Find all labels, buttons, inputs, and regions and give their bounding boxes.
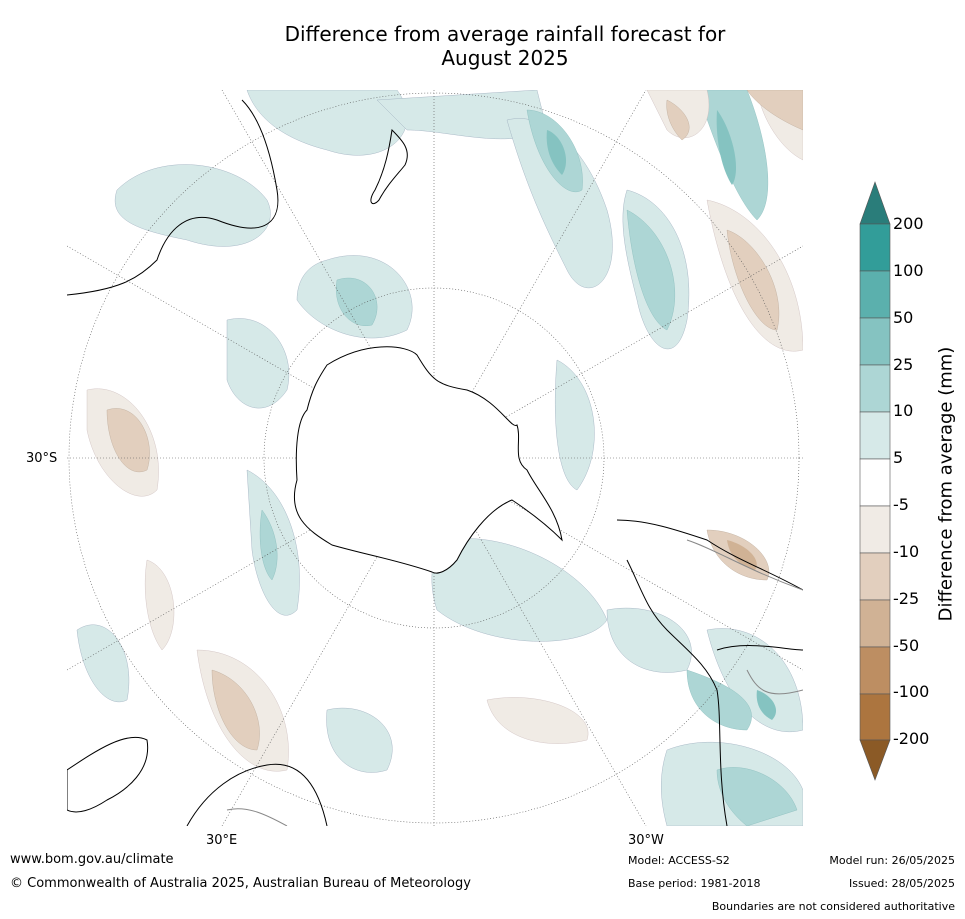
colorbar-tick-label: 50: [893, 308, 914, 327]
longitude-east-label: 30°E: [206, 833, 238, 848]
colorbar-band-10-25: [859, 364, 891, 413]
colorbar-band-25-50: [859, 317, 891, 366]
australia-coastline: [67, 99, 279, 296]
colorbar-tick-label: -25: [893, 589, 920, 608]
colorbar-band-100-200: [859, 223, 891, 272]
polar-rainfall-map: [67, 90, 803, 826]
colorbar-band-50-100: [859, 270, 891, 319]
colorbar-tick-label: -10: [893, 542, 920, 561]
colorbar: [859, 181, 891, 781]
latitude-label: 30°S: [26, 451, 58, 466]
colorbar-under-triangle: [859, 739, 891, 781]
colorbar-band-5-10: [859, 411, 891, 460]
country-borders: [226, 539, 803, 826]
antarctica-coastline: [293, 346, 563, 574]
colorbar-band-m25-m50: [859, 599, 891, 648]
colorbar-band-neutral: [859, 458, 891, 507]
colorbar-title: Difference from average (mm): [935, 346, 957, 622]
colorbar-band-m100-m200: [859, 693, 891, 741]
issued-text: Issued: 28/05/2025: [848, 877, 955, 890]
colorbar-band-m5-m10: [859, 505, 891, 554]
new-zealand-coastline: [370, 128, 408, 205]
copyright-text: © Commonwealth of Australia 2025, Austra…: [10, 876, 471, 891]
colorbar-band-m10-m25: [859, 552, 891, 601]
negative-anomaly-stronger: [727, 540, 757, 570]
website-link[interactable]: www.bom.gov.au/climate: [10, 852, 174, 867]
model-run-text: Model run: 26/05/2025: [829, 854, 955, 867]
colorbar-tick-label: -50: [893, 636, 920, 655]
disclaimer-text: Boundaries are not considered authoritat…: [711, 900, 955, 913]
positive-anomaly-stronger: [546, 110, 777, 720]
longitude-west-label: 30°W: [628, 833, 664, 848]
colorbar-tick-label: 200: [893, 214, 924, 233]
colorbar-tick-label: -5: [893, 495, 909, 514]
colorbar-tick-label: -200: [893, 729, 930, 748]
colorbar-tick-label: 10: [893, 401, 914, 420]
colorbar-tick-label: 25: [893, 355, 914, 374]
colorbar-over-triangle: [859, 181, 891, 225]
map-title: Difference from average rainfall forecas…: [284, 22, 726, 70]
south-america-coastline: [616, 519, 803, 826]
model-text: Model: ACCESS-S2: [628, 854, 730, 867]
colorbar-tick-label: -100: [893, 682, 930, 701]
africa-coastline: [67, 736, 328, 826]
graticule: [67, 90, 803, 826]
base-period-text: Base period: 1981-2018: [628, 877, 761, 890]
colorbar-tick-label: 5: [893, 448, 904, 467]
colorbar-tick-label: 100: [893, 261, 924, 280]
colorbar-band-m50-m100: [859, 646, 891, 695]
